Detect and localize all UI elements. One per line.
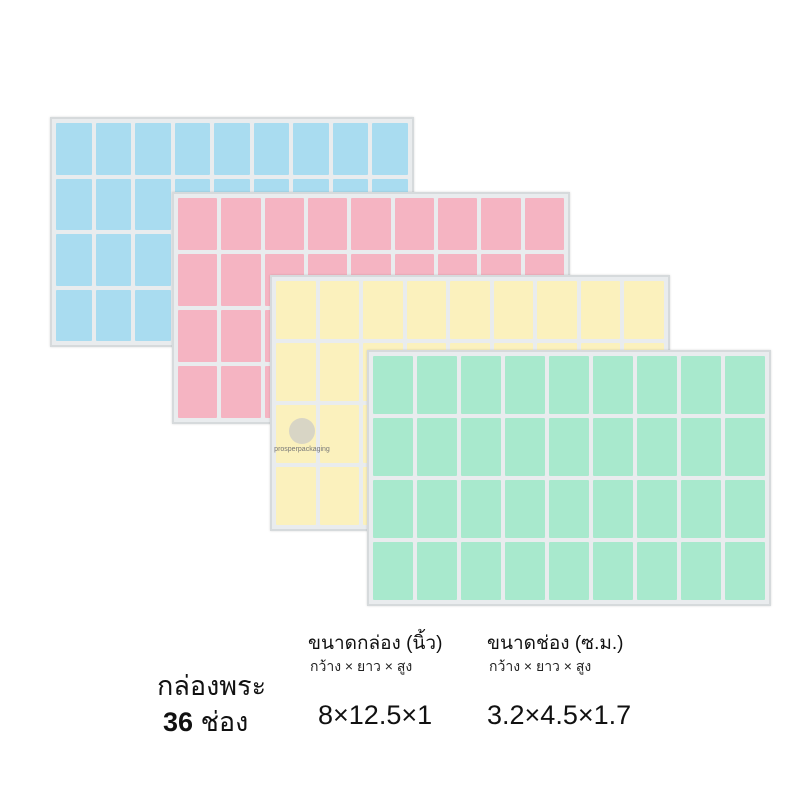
tray-slot — [264, 198, 304, 250]
tray-slot — [319, 405, 360, 463]
tray-slot — [178, 198, 218, 250]
watermark-logo-icon — [289, 418, 315, 444]
tray-slot — [276, 343, 316, 401]
tray-slot — [461, 480, 501, 538]
tray-slot — [417, 418, 457, 476]
tray-slot — [95, 289, 132, 341]
tray-slot — [637, 418, 677, 476]
tray-slot — [681, 418, 721, 476]
tray-slot — [95, 123, 132, 175]
slot-label: ช่อง — [200, 707, 249, 737]
tray-slot — [725, 542, 765, 600]
tray-slot — [351, 198, 391, 250]
tray-slot — [524, 198, 564, 250]
tray-slot — [593, 542, 633, 600]
slot-size-heading: ขนาดช่อง (ซ.ม.) — [487, 633, 624, 654]
box-size-value: 8×12.5×1 — [318, 700, 433, 730]
tray-slot — [56, 123, 92, 175]
slot-size-value: 3.2×4.5×1.7 — [487, 700, 632, 730]
tray-slot — [319, 467, 360, 525]
tray-slot — [637, 542, 677, 600]
tray-slot — [307, 198, 348, 250]
tray-slot — [505, 418, 545, 476]
tray-slot — [135, 234, 171, 286]
tray-slot — [461, 418, 501, 476]
tray-slot — [417, 356, 457, 414]
tray-slot — [319, 281, 360, 339]
tray-slot — [372, 123, 408, 175]
tray-slot — [406, 281, 447, 339]
tray-slot — [276, 281, 316, 339]
tray-slot — [135, 178, 171, 230]
tray-slot — [725, 418, 765, 476]
tray-slot — [637, 480, 677, 538]
tray-slot — [593, 356, 633, 414]
slot-count: 36 — [163, 707, 194, 737]
tray-slot — [437, 198, 478, 250]
tray-slot — [373, 542, 413, 600]
tray-slot — [681, 542, 721, 600]
tray-slot — [293, 123, 329, 175]
tray-slot — [394, 198, 434, 250]
slot-size-dims-label: กว้าง × ยาว × สูง — [489, 658, 592, 674]
tray-slot — [221, 366, 261, 418]
tray-slot — [450, 281, 490, 339]
product-title: กล่องพระ — [157, 671, 267, 701]
tray-slot — [493, 281, 534, 339]
tray-slot — [363, 281, 403, 339]
tray-slot — [373, 480, 413, 538]
tray-slot — [332, 123, 369, 175]
watermark-text: prosperpackaging — [274, 446, 330, 453]
watermark: prosperpackaging — [262, 418, 342, 453]
tray-slot — [253, 123, 290, 175]
tray-slot — [725, 356, 765, 414]
tray-slot — [276, 467, 316, 525]
tray-slot — [178, 366, 218, 418]
tray-slot — [319, 343, 360, 401]
tray-slot — [56, 178, 92, 230]
tray-slot — [56, 289, 92, 341]
tray-slot — [549, 542, 589, 600]
tray-slot — [505, 356, 545, 414]
tray-slot — [95, 234, 132, 286]
tray-slot — [537, 281, 577, 339]
tray-slot — [95, 178, 132, 230]
tray-green — [367, 350, 771, 606]
tray-slot — [549, 480, 589, 538]
tray-slot — [135, 289, 171, 341]
tray-slot — [681, 356, 721, 414]
tray-slot — [461, 542, 501, 600]
box-size-dims-label: กว้าง × ยาว × สูง — [310, 658, 413, 674]
tray-slot — [481, 198, 521, 250]
tray-slot — [373, 356, 413, 414]
tray-slot — [417, 480, 457, 538]
tray-slot — [174, 123, 211, 175]
tray-slot — [637, 356, 677, 414]
box-size-heading: ขนาดกล่อง (นิ้ว) — [308, 633, 443, 654]
tray-slot — [178, 254, 218, 306]
tray-slot — [549, 418, 589, 476]
tray-slot — [178, 310, 218, 362]
tray-slot — [580, 281, 621, 339]
tray-slot — [221, 254, 261, 306]
slot-count-line: 36 ช่อง — [163, 700, 248, 743]
tray-slot — [135, 123, 171, 175]
tray-slot — [681, 480, 721, 538]
tray-slot — [505, 480, 545, 538]
tray-slot — [221, 198, 261, 250]
tray-slot — [624, 281, 664, 339]
tray-slot — [593, 418, 633, 476]
tray-slot — [593, 480, 633, 538]
tray-slot — [549, 356, 589, 414]
tray-slot — [461, 356, 501, 414]
tray-slot — [417, 542, 457, 600]
tray-slot — [56, 234, 92, 286]
tray-slot — [505, 542, 545, 600]
tray-slot — [373, 418, 413, 476]
tray-slot — [221, 310, 261, 362]
tray-slot — [725, 480, 765, 538]
tray-slot — [214, 123, 250, 175]
